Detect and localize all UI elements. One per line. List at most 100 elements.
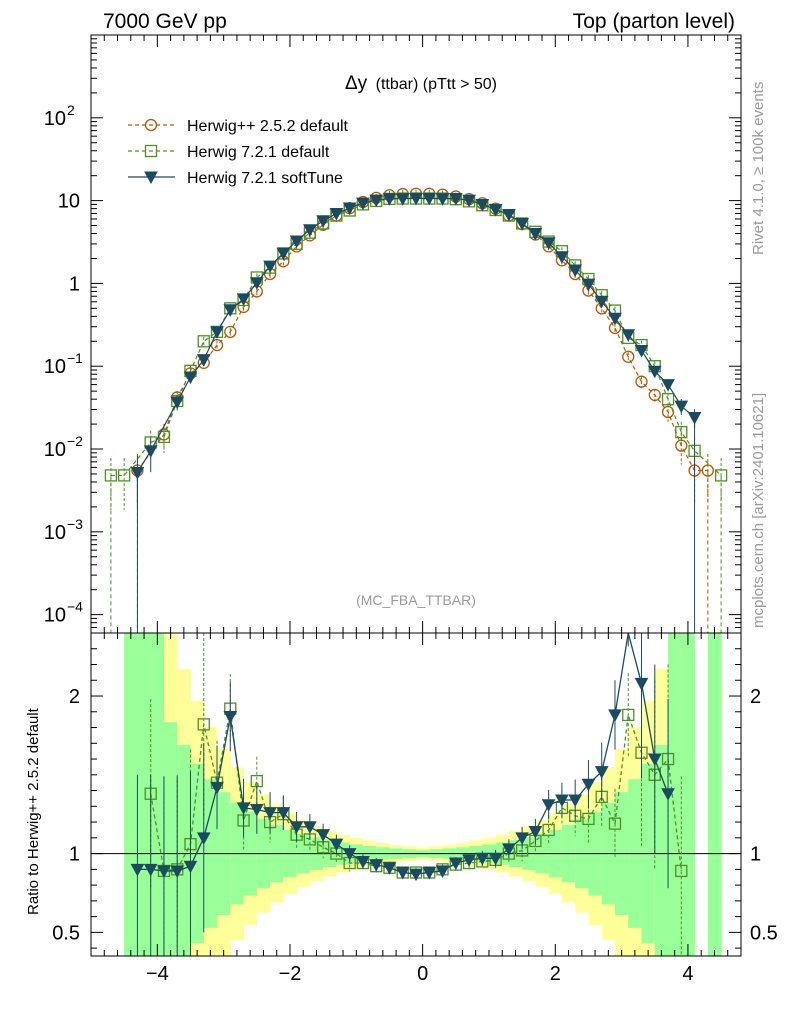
ratio-panel-frame bbox=[90, 632, 742, 957]
ratio-point bbox=[197, 718, 210, 731]
y-tick-exponent: −2 bbox=[67, 433, 83, 449]
ratio-point bbox=[236, 802, 251, 815]
data-point bbox=[197, 335, 210, 348]
data-point bbox=[701, 464, 714, 477]
ratio-point bbox=[515, 832, 529, 845]
ratio-point bbox=[462, 854, 476, 867]
ratio-point bbox=[170, 865, 185, 878]
data-point bbox=[675, 439, 688, 452]
band-inner bbox=[137, 633, 152, 956]
ratio-point bbox=[502, 843, 516, 856]
ratio-point bbox=[303, 821, 317, 834]
data-point bbox=[356, 197, 370, 211]
data-point bbox=[714, 469, 728, 482]
ratio-point bbox=[582, 812, 595, 826]
ratio-point bbox=[249, 803, 264, 817]
data-point bbox=[118, 469, 131, 482]
legend-marker bbox=[144, 118, 158, 132]
band-inner bbox=[654, 744, 669, 956]
series-line bbox=[136, 197, 695, 473]
x-tick-label: −2 bbox=[279, 963, 302, 985]
y-tick-exponent: −4 bbox=[67, 599, 83, 615]
ratio-point bbox=[528, 826, 543, 839]
ratio-point bbox=[448, 857, 463, 871]
data-point bbox=[568, 264, 583, 278]
ratio-point bbox=[422, 866, 437, 880]
data-point bbox=[276, 247, 291, 261]
ratio-point bbox=[594, 766, 609, 779]
data-point bbox=[647, 365, 662, 379]
ratio-point bbox=[263, 807, 277, 820]
data-point bbox=[634, 344, 649, 358]
band-inner bbox=[150, 633, 165, 956]
band-inner bbox=[124, 633, 138, 956]
ratio-point bbox=[475, 852, 490, 866]
legend-label: Herwig++ 2.5.2 default bbox=[187, 118, 349, 135]
legend-label: Herwig 7.2.1 softTune bbox=[187, 170, 343, 187]
ratio-tick-label-right: 2 bbox=[750, 686, 761, 708]
header-left: 7000 GeV pp bbox=[103, 10, 227, 33]
data-point bbox=[648, 388, 661, 402]
ratio-point bbox=[196, 832, 211, 845]
ratio-point bbox=[409, 868, 423, 882]
data-point bbox=[422, 192, 437, 206]
data-point bbox=[369, 194, 384, 208]
y-tick-label: 10 bbox=[58, 191, 80, 213]
series-line bbox=[136, 193, 708, 472]
legend-marker bbox=[144, 171, 158, 185]
y-tick-label: 1 bbox=[69, 273, 80, 295]
data-point bbox=[329, 208, 344, 221]
ratio-point bbox=[356, 855, 370, 869]
data-point bbox=[675, 425, 688, 439]
data-point bbox=[515, 217, 529, 231]
data-point bbox=[674, 400, 689, 414]
data-point bbox=[475, 198, 490, 212]
ratio-point bbox=[581, 778, 596, 792]
y-tick-exponent: −1 bbox=[67, 350, 83, 366]
rivet-label: Rivet 4.1.0, ≥ 100k events bbox=[750, 82, 767, 255]
legend-marker bbox=[144, 144, 158, 158]
data-point bbox=[104, 469, 118, 482]
data-point bbox=[661, 379, 675, 392]
ratio-point bbox=[541, 799, 556, 812]
x-tick-label: −4 bbox=[146, 963, 169, 985]
data-point bbox=[581, 278, 596, 292]
data-point bbox=[621, 329, 636, 342]
data-point bbox=[210, 326, 224, 339]
ratio-point bbox=[488, 852, 503, 866]
ratio-point bbox=[183, 860, 198, 874]
ratio-point bbox=[542, 823, 555, 837]
band-inner bbox=[681, 633, 696, 956]
y-tick-exponent: −3 bbox=[67, 516, 83, 532]
y-tick-label: 10 bbox=[44, 356, 66, 378]
data-point bbox=[462, 194, 476, 208]
series-1 bbox=[104, 192, 728, 633]
ratio-series-1 bbox=[130, 632, 675, 956]
data-point bbox=[224, 325, 237, 339]
series-2 bbox=[130, 192, 702, 633]
x-tick-label: 4 bbox=[682, 963, 693, 985]
data-point bbox=[382, 193, 397, 206]
ratio-point bbox=[395, 866, 410, 880]
data-point bbox=[395, 193, 410, 206]
ratio-point bbox=[555, 794, 569, 808]
axis-ticks bbox=[90, 35, 742, 956]
ratio-point bbox=[634, 677, 649, 691]
y-tick-label: 10 bbox=[44, 605, 66, 627]
ratio-point bbox=[210, 781, 224, 795]
data-point bbox=[342, 202, 357, 216]
ratio-point bbox=[647, 753, 662, 767]
data-point bbox=[622, 350, 635, 363]
ratio-tick-label-left: 0.5 bbox=[52, 922, 80, 944]
data-point bbox=[143, 445, 158, 458]
data-point bbox=[502, 208, 516, 222]
data-point bbox=[316, 215, 330, 228]
band-inner bbox=[177, 744, 191, 956]
ratio-tick-label-left: 1 bbox=[69, 844, 80, 866]
y-tick-exponent: 2 bbox=[67, 102, 75, 118]
data-point bbox=[210, 338, 224, 352]
data-point bbox=[170, 396, 185, 410]
header-right: Top (parton level) bbox=[573, 10, 735, 33]
band-inner bbox=[707, 633, 722, 956]
